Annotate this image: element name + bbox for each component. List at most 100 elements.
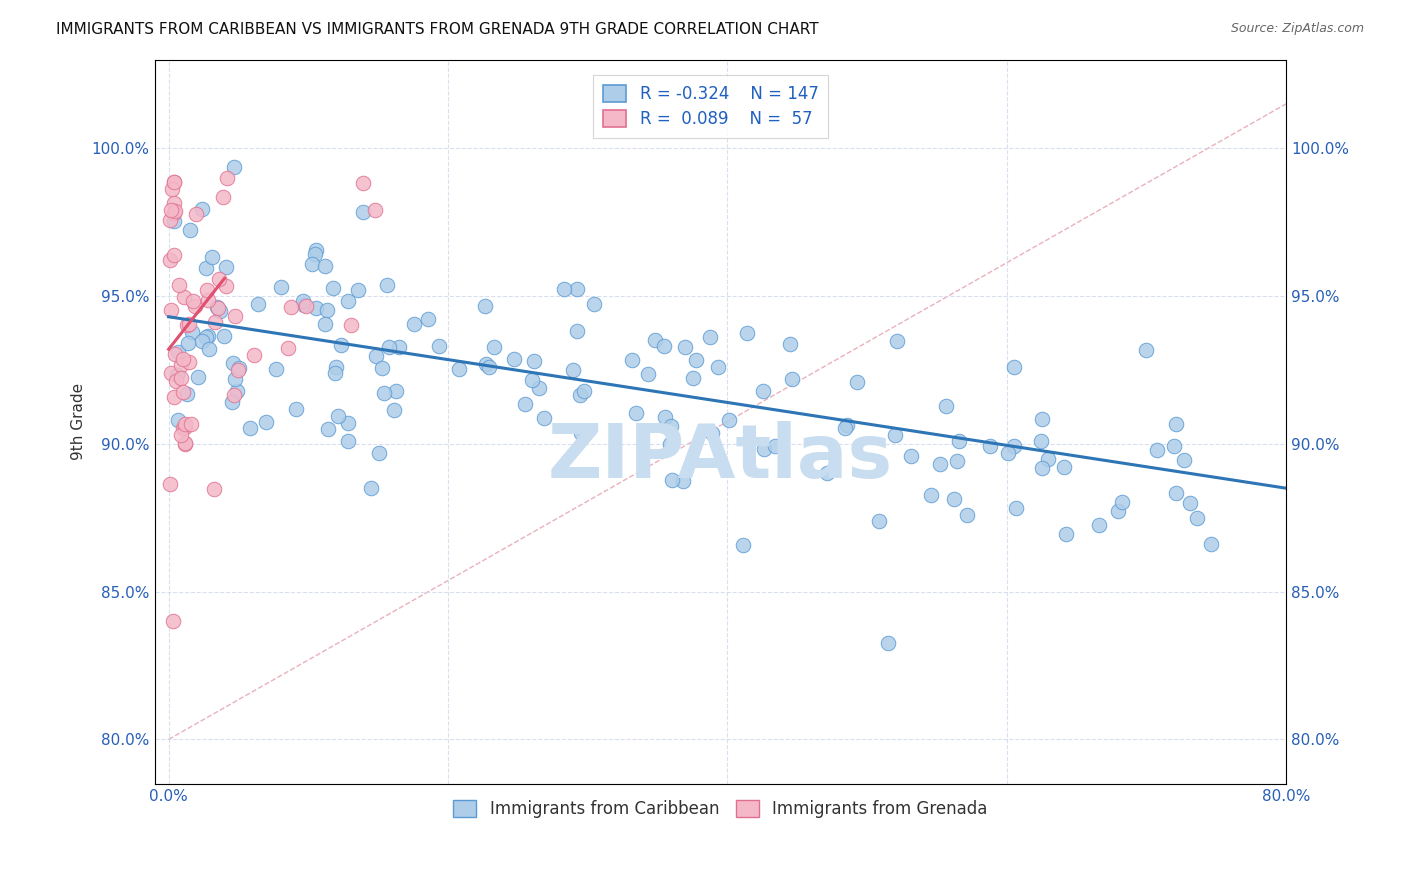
Point	[215, 171, 238, 186]
Point	[1164, 485, 1187, 500]
Point	[360, 482, 382, 496]
Point	[1107, 504, 1129, 518]
Point	[221, 395, 243, 409]
Point	[945, 454, 967, 468]
Point	[176, 386, 198, 401]
Point	[176, 318, 198, 332]
Point	[325, 359, 347, 374]
Point	[224, 372, 246, 386]
Point	[478, 359, 501, 374]
Point	[159, 476, 181, 491]
Point	[935, 399, 957, 413]
Point	[165, 374, 187, 388]
Point	[222, 388, 245, 402]
Point	[323, 366, 346, 380]
Point	[337, 434, 360, 448]
Point	[375, 278, 398, 293]
Point	[160, 303, 183, 318]
Point	[221, 356, 243, 370]
Point	[502, 352, 524, 367]
Point	[162, 614, 184, 628]
Point	[366, 349, 388, 363]
Point	[731, 538, 754, 552]
Point	[1185, 511, 1208, 525]
Point	[948, 434, 970, 448]
Point	[163, 203, 186, 218]
Point	[180, 326, 202, 340]
Point	[637, 368, 659, 382]
Point	[159, 203, 181, 218]
Point	[190, 202, 212, 217]
Point	[706, 359, 728, 374]
Point	[1180, 496, 1202, 510]
Point	[520, 373, 543, 387]
Point	[920, 487, 942, 501]
Point	[243, 348, 266, 362]
Point	[159, 366, 181, 380]
Point	[569, 426, 592, 441]
Point	[292, 298, 315, 312]
Point	[352, 176, 374, 190]
Point	[352, 204, 374, 219]
Point	[174, 436, 197, 450]
Point	[301, 257, 323, 271]
Point	[195, 283, 218, 297]
Point	[533, 410, 555, 425]
Point	[163, 390, 186, 404]
Point	[1135, 343, 1157, 358]
Point	[523, 353, 546, 368]
Point	[402, 317, 425, 331]
Point	[174, 435, 197, 450]
Point	[752, 384, 775, 398]
Point	[928, 457, 950, 471]
Point	[644, 333, 666, 347]
Point	[735, 326, 758, 340]
Legend: Immigrants from Caribbean, Immigrants from Grenada: Immigrants from Caribbean, Immigrants fr…	[444, 791, 995, 826]
Point	[304, 247, 326, 261]
Point	[163, 206, 186, 220]
Point	[316, 422, 339, 436]
Text: Source: ZipAtlas.com: Source: ZipAtlas.com	[1230, 22, 1364, 36]
Point	[246, 297, 269, 311]
Point	[876, 636, 898, 650]
Point	[1005, 500, 1028, 515]
Point	[979, 439, 1001, 453]
Point	[209, 304, 232, 318]
Point	[527, 381, 550, 395]
Point	[169, 278, 191, 293]
Point	[179, 223, 201, 237]
Point	[222, 160, 245, 174]
Point	[364, 203, 387, 218]
Point	[295, 299, 318, 313]
Point	[207, 301, 229, 315]
Point	[418, 312, 440, 326]
Point	[567, 282, 589, 296]
Point	[427, 339, 450, 353]
Point	[337, 416, 360, 430]
Point	[475, 357, 498, 371]
Point	[654, 338, 676, 352]
Point	[170, 428, 193, 442]
Point	[1054, 527, 1077, 541]
Point	[582, 297, 605, 311]
Point	[373, 385, 395, 400]
Point	[159, 253, 181, 268]
Point	[553, 282, 575, 296]
Point	[845, 375, 868, 389]
Text: IMMIGRANTS FROM CARIBBEAN VS IMMIGRANTS FROM GRENADA 9TH GRADE CORRELATION CHART: IMMIGRANTS FROM CARIBBEAN VS IMMIGRANTS …	[56, 22, 818, 37]
Point	[191, 334, 214, 349]
Point	[172, 352, 194, 367]
Point	[754, 442, 776, 456]
Point	[956, 508, 979, 522]
Point	[170, 370, 193, 384]
Point	[174, 420, 197, 434]
Point	[883, 427, 905, 442]
Point	[682, 371, 704, 385]
Point	[1029, 434, 1052, 449]
Point	[328, 409, 350, 423]
Point	[780, 372, 803, 386]
Point	[177, 317, 200, 331]
Point	[562, 363, 585, 377]
Point	[211, 190, 233, 204]
Point	[212, 329, 235, 343]
